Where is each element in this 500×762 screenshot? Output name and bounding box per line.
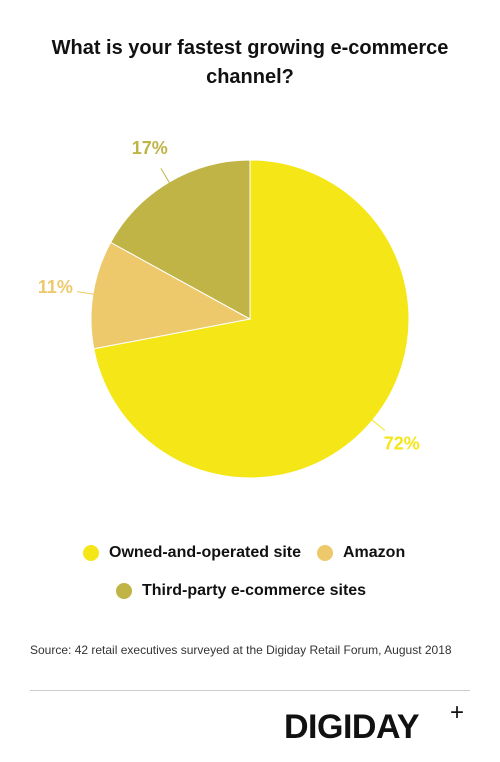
legend-marker bbox=[317, 545, 333, 561]
leader-line bbox=[369, 417, 386, 431]
leader-line bbox=[160, 168, 172, 186]
legend-label: Owned-and-operated site bbox=[109, 544, 301, 561]
leader-line bbox=[77, 291, 97, 296]
source-note: Source: 42 retail executives surveyed at… bbox=[30, 643, 452, 657]
legend-label: Third-party e-commerce sites bbox=[142, 582, 366, 599]
legend-marker bbox=[116, 583, 132, 599]
chart-title: What is your fastest growing e-commerce … bbox=[51, 37, 449, 88]
chart: 72% 11% 17% Owned-and-operated site Amazon Th… bbox=[38, 138, 420, 599]
brand-logo: DIGIDAY bbox=[284, 708, 420, 746]
divider bbox=[30, 690, 470, 691]
brand-mark: + bbox=[450, 699, 465, 726]
legend-label: Amazon bbox=[343, 544, 405, 561]
data-label: 11% bbox=[38, 277, 73, 297]
data-label: 17% bbox=[132, 138, 168, 158]
data-label: 72% bbox=[384, 433, 420, 453]
legend-marker bbox=[83, 545, 99, 561]
